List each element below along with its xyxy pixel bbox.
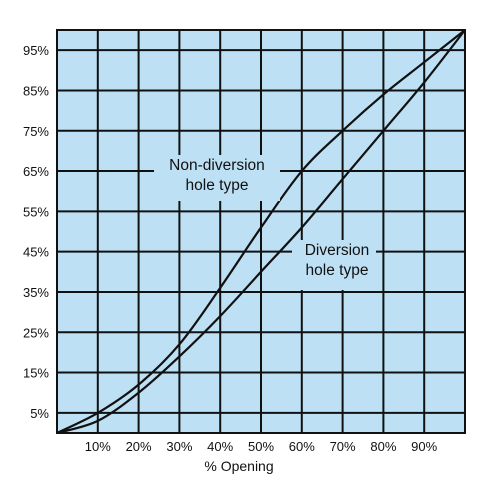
series-line-diversion [56, 29, 466, 435]
annotation-background [292, 240, 376, 290]
annotation-text: Non-diversion [169, 157, 265, 174]
annotation-non-diversion: Non-diversion hole type [154, 155, 280, 201]
x-tick-label: 60% [289, 439, 315, 454]
y-tick-label: 5% [30, 406, 49, 421]
y-tick-label: 65% [23, 164, 49, 179]
annotation-diversion: Diversion hole type [292, 240, 376, 290]
annotations: Non-diversion hole type Diversion hole type [154, 155, 376, 290]
x-tick-label: 50% [248, 439, 274, 454]
plot-frame [56, 29, 466, 434]
x-tick-label: 10% [85, 439, 111, 454]
x-axis-ticks: 10% 20% 30% 40% 50% 60% 70% 80% 90% [85, 439, 438, 454]
x-tick-label: 20% [126, 439, 152, 454]
y-tick-label: 15% [23, 366, 49, 381]
y-tick-label: 25% [23, 325, 49, 340]
y-tick-label: 75% [23, 124, 49, 139]
x-tick-label: 80% [370, 439, 396, 454]
y-tick-label: 45% [23, 245, 49, 260]
x-tick-label: 40% [207, 439, 233, 454]
annotation-text: hole type [306, 262, 369, 279]
y-tick-label: 95% [23, 43, 49, 58]
y-tick-label: 35% [23, 285, 49, 300]
grid-lines [57, 30, 465, 433]
x-axis-label: % Opening [204, 458, 273, 474]
series-lines [56, 29, 466, 435]
x-tick-label: 90% [411, 439, 437, 454]
annotation-background [154, 155, 280, 201]
annotation-text: hole type [186, 177, 249, 194]
x-tick-label: 70% [330, 439, 356, 454]
y-tick-label: 85% [23, 83, 49, 98]
y-tick-label: 55% [23, 204, 49, 219]
series-line-non-diversion [56, 29, 466, 434]
y-axis-ticks: 5% 15% 25% 35% 45% 55% 65% 75% 85% 95% [23, 43, 49, 421]
annotation-text: Diversion [305, 242, 370, 259]
x-tick-label: 30% [166, 439, 192, 454]
